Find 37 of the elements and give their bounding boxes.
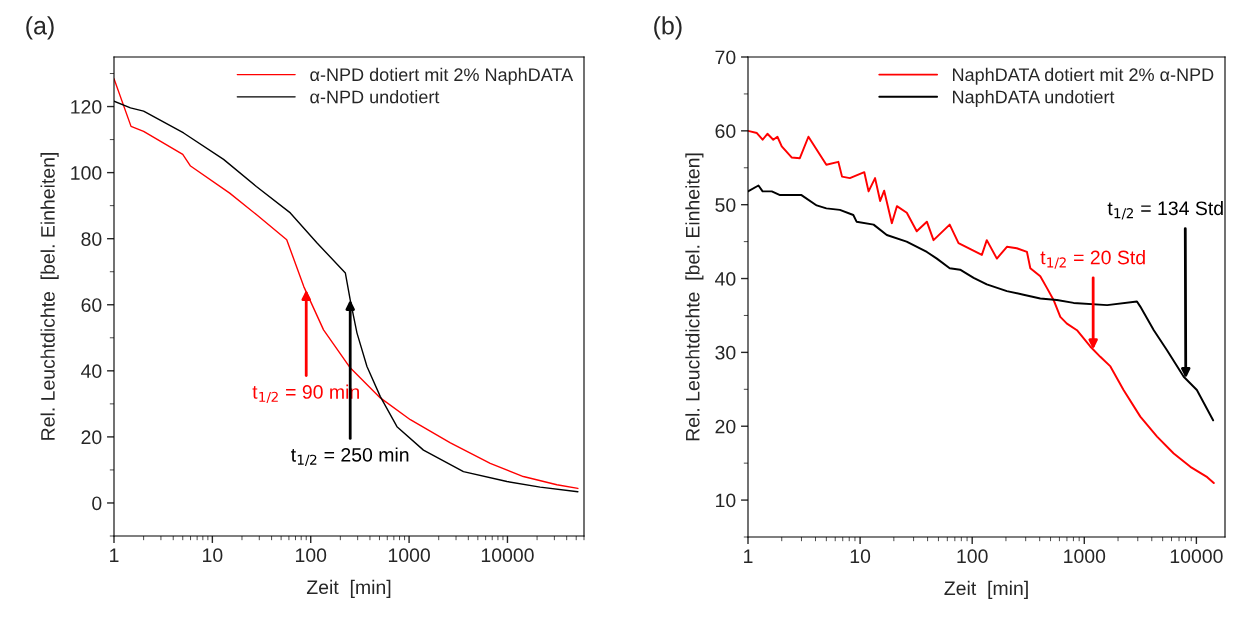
y-tick-label: 30 (715, 345, 736, 360)
annotation: t$_{1/2}$ = 134 Std (1107, 200, 1223, 220)
x-tick-label: 10 (850, 549, 871, 564)
chart-title: (a) (26, 16, 54, 40)
y-tick-label: 20 (81, 430, 102, 445)
x-tick-label: 10000 (1170, 549, 1223, 564)
legend-label: NaphDATA dotiert mit 2% α-NPD (953, 67, 1214, 85)
y-tick-label: 40 (715, 272, 736, 286)
legend-label: α-NPD dotiert mit 2% NaphDATA (310, 67, 574, 85)
x-tick-label: 1000 (1064, 549, 1106, 564)
annotation: t$_{1/2}$ = 20 Std (1040, 250, 1145, 269)
x-axis-title: Zeit [min] (944, 580, 1028, 599)
x-tick-label: 10 (203, 548, 223, 563)
y-tick-label: 100 (71, 166, 102, 180)
x-axis-title: Zeit [min] (306, 579, 391, 598)
y-tick-label: 40 (81, 364, 102, 379)
y-tick-label: 10 (716, 493, 736, 508)
x-tick-label: 1 (110, 548, 119, 562)
x-tick-label: 10000 (481, 548, 534, 563)
y-tick-label: 50 (715, 198, 736, 212)
y-tick-label: 120 (71, 100, 102, 114)
y-tick-label: 80 (81, 232, 102, 246)
y-tick-label: 20 (715, 419, 736, 434)
y-axis-title: Rel. Leuchtdichte [bel. Einheiten] (40, 153, 59, 440)
y-axis-title: Rel. Leuchtdichte [bel. Einheiten] (685, 153, 704, 441)
y-tick-label: 60 (715, 124, 736, 139)
x-tick-label: 100 (295, 548, 327, 563)
x-tick-label: 1 (744, 549, 753, 563)
legend-label: α-NPD undotiert (310, 90, 440, 104)
y-tick-label: 70 (715, 50, 736, 65)
y-tick-label: 60 (81, 298, 102, 312)
y-tick-label: 0 (92, 496, 102, 511)
x-tick-label: 1000 (388, 548, 430, 563)
x-tick-label: 100 (957, 549, 988, 564)
annotation: t$_{1/2}$ = 250 min (291, 447, 409, 467)
chart-title: (b) (654, 16, 682, 40)
legend-label: NaphDATA undotiert (953, 90, 1115, 107)
